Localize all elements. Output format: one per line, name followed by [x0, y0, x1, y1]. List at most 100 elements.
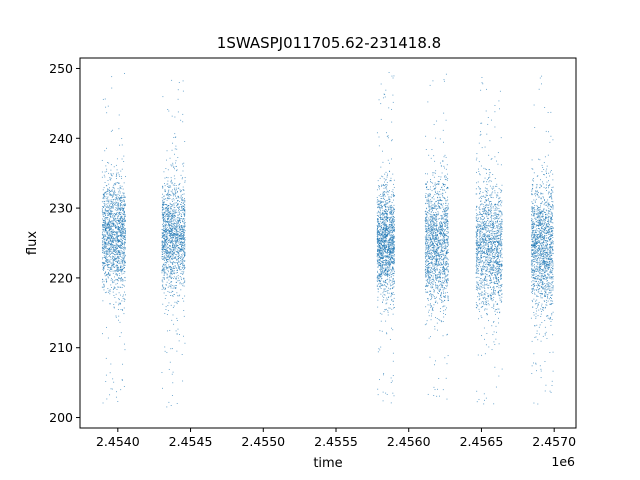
data-point	[441, 249, 443, 250]
data-point	[424, 211, 426, 213]
data-point	[387, 230, 389, 232]
data-point	[387, 246, 389, 248]
data-point	[102, 226, 104, 228]
data-point	[432, 233, 434, 235]
data-point	[184, 251, 186, 253]
data-point	[380, 233, 382, 235]
data-point	[381, 254, 383, 256]
data-point	[118, 299, 120, 301]
data-point	[385, 256, 387, 257]
data-point	[111, 202, 113, 204]
data-point	[116, 227, 117, 229]
data-point	[165, 228, 167, 230]
data-point	[383, 191, 385, 192]
data-point	[123, 196, 125, 198]
data-point	[379, 237, 381, 239]
data-point	[181, 259, 183, 261]
data-point	[392, 300, 394, 302]
data-point	[378, 257, 380, 258]
data-point	[443, 217, 444, 219]
data-point	[167, 247, 169, 249]
data-point	[104, 98, 106, 100]
data-point	[389, 230, 391, 232]
data-point	[388, 249, 390, 251]
data-point	[106, 247, 107, 249]
data-point	[433, 297, 435, 299]
data-point	[390, 210, 392, 212]
data-point	[108, 228, 110, 229]
data-point	[391, 269, 393, 271]
data-point	[170, 212, 172, 214]
data-point	[114, 257, 116, 259]
data-point	[381, 261, 383, 262]
data-point	[386, 246, 388, 248]
data-point	[119, 221, 120, 223]
data-point	[111, 246, 113, 248]
data-point	[180, 232, 182, 234]
data-point	[163, 249, 165, 250]
data-point	[168, 110, 170, 112]
data-point	[376, 263, 378, 265]
data-point	[110, 173, 112, 175]
data-point	[114, 251, 116, 253]
data-point	[107, 217, 109, 218]
data-point	[386, 188, 388, 190]
data-point	[387, 229, 389, 231]
data-point	[390, 221, 392, 223]
data-point	[439, 264, 440, 266]
data-point	[181, 210, 183, 211]
data-point	[104, 243, 106, 245]
data-point	[117, 286, 119, 288]
data-point	[176, 303, 178, 305]
data-point	[109, 227, 111, 229]
data-point	[120, 264, 122, 266]
data-point	[114, 270, 116, 272]
data-point	[121, 207, 123, 209]
data-point	[425, 252, 427, 254]
data-point	[436, 267, 438, 269]
data-point	[112, 195, 114, 197]
data-point	[180, 279, 182, 281]
data-point	[182, 193, 184, 195]
data-point	[173, 270, 175, 272]
data-point	[165, 294, 167, 296]
data-point	[172, 205, 174, 207]
data-point	[392, 283, 394, 285]
data-point	[171, 271, 173, 272]
data-point	[107, 260, 109, 262]
data-point	[113, 224, 115, 226]
data-point	[378, 244, 379, 246]
data-point	[163, 250, 164, 252]
data-point	[163, 217, 165, 219]
data-point	[383, 271, 385, 273]
data-point	[121, 234, 122, 236]
data-point	[376, 235, 378, 237]
data-point	[178, 184, 180, 185]
data-point	[383, 248, 385, 250]
data-point	[114, 254, 116, 255]
data-point	[124, 260, 126, 262]
data-point	[167, 249, 168, 251]
data-point	[182, 285, 184, 287]
data-point	[183, 251, 185, 253]
data-point	[392, 218, 394, 220]
data-point	[437, 302, 439, 304]
data-point	[110, 266, 112, 268]
data-point	[105, 228, 106, 230]
data-point	[109, 255, 110, 257]
data-point	[172, 272, 174, 274]
data-point	[445, 251, 447, 253]
data-point	[109, 289, 111, 291]
data-point	[184, 225, 186, 227]
data-point	[379, 252, 381, 254]
data-point	[117, 203, 118, 205]
data-point	[385, 216, 387, 218]
data-point	[165, 255, 167, 257]
data-point	[120, 227, 122, 229]
data-point	[106, 226, 108, 228]
data-point	[113, 183, 115, 185]
data-point	[183, 215, 185, 217]
data-point	[177, 258, 179, 260]
data-point	[113, 251, 115, 253]
data-point	[179, 239, 181, 241]
